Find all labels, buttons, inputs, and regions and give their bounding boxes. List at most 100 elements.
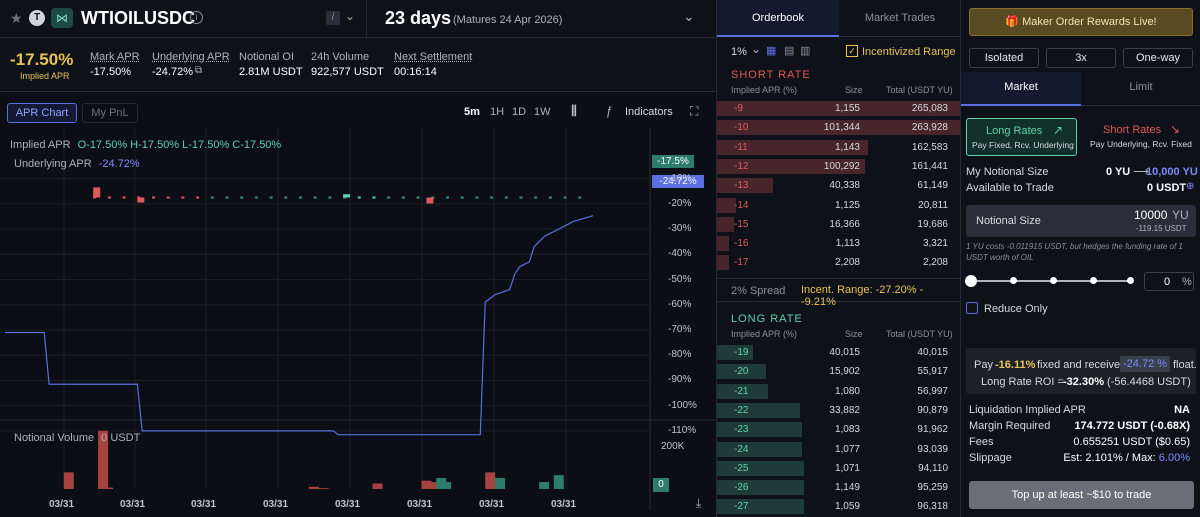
settlement-value: 00:16:14	[394, 66, 437, 78]
implied-apr-candle	[152, 196, 155, 199]
depth-bar	[717, 158, 866, 174]
implied-apr-candle	[426, 197, 434, 204]
deposit-icon[interactable]: ⊕	[1186, 181, 1195, 192]
slippage-max[interactable]: 6.00%	[1158, 452, 1190, 464]
long-order-row[interactable]: -19 40,015 40,015	[717, 344, 960, 361]
slider-step[interactable]	[1050, 277, 1057, 284]
long-order-row[interactable]: -24 1,077 93,039	[717, 441, 960, 458]
tab-market-trades[interactable]: Market Trades	[839, 0, 961, 37]
short-order-row[interactable]: -17 2,208 2,208	[717, 254, 960, 271]
reduce-only-checkbox[interactable]	[966, 302, 978, 314]
position-mode-button[interactable]: One-way	[1123, 48, 1193, 68]
long-order-row[interactable]: -25 1,071 94,110	[717, 460, 960, 477]
trend-up-icon: ↗	[1053, 123, 1064, 137]
available-label: Available to Trade	[966, 182, 1054, 194]
long-rate-title: LONG RATE	[731, 313, 803, 325]
tab-orderbook[interactable]: Orderbook	[717, 0, 839, 37]
slider-step[interactable]	[1010, 277, 1017, 284]
ohlc-values: O-17.50% H-17.50% L-17.50% C-17.50%	[77, 139, 282, 151]
short-order-row[interactable]: -12 100,292 161,441	[717, 158, 960, 175]
short-order-row[interactable]: -16 1,113 3,321	[717, 235, 960, 252]
short-row-price: -15	[734, 218, 749, 230]
y-tick-label: -80%	[668, 349, 692, 361]
apr-chart-canvas[interactable]	[0, 128, 715, 510]
col-size: Size	[845, 85, 863, 95]
long-row-total: 91,962	[917, 424, 948, 436]
x-tick-label: 03/31	[120, 499, 146, 510]
short-order-row[interactable]: -9 1,155 265,083	[717, 100, 960, 117]
short-order-row[interactable]: -11 1,143 162,583	[717, 139, 960, 156]
market-symbol[interactable]: WTIOILUSDC	[81, 8, 195, 28]
fullscreen-icon[interactable]: ⛶	[690, 104, 699, 118]
depth-bar	[717, 216, 734, 232]
depth-bar	[717, 197, 737, 213]
short-order-row[interactable]: -13 40,338 61,149	[717, 177, 960, 194]
long-order-row[interactable]: -21 1,080 56,997	[717, 383, 960, 400]
interval-1d[interactable]: 1D	[512, 106, 527, 118]
tab-my-pnl[interactable]: My PnL	[82, 103, 138, 123]
star-icon[interactable]: ★	[10, 10, 23, 26]
short-row-size: 1,113	[835, 238, 860, 250]
long-order-row[interactable]: -27 1,059 96,318	[717, 498, 960, 515]
tab-apr-chart[interactable]: APR Chart	[7, 103, 77, 123]
short-order-row[interactable]: -10 101,344 263,928	[717, 119, 960, 136]
long-rates-button[interactable]: Long Rates ↗ Pay Fixed, Rcv. Underlying	[966, 118, 1077, 156]
long-rates-sub: Pay Fixed, Rcv. Underlying	[972, 140, 1074, 150]
size-slider-thumb[interactable]	[965, 275, 977, 287]
y-tick-label: -90%	[668, 374, 692, 386]
tether-logo-icon: T	[29, 10, 45, 26]
long-order-row[interactable]: -22 33,882 90,879	[717, 402, 960, 419]
top-up-button[interactable]: Top up at least ~$10 to trade	[969, 481, 1194, 509]
layout-buy-icon[interactable]: ▥	[800, 45, 811, 57]
pay-value: -16.11%	[995, 359, 1036, 371]
implied-apr-candle	[137, 197, 145, 203]
implied-apr-candle	[563, 196, 567, 199]
receive-value: -24.72 %	[1120, 356, 1171, 372]
rewards-banner[interactable]: 🎁 Maker Order Rewards Live!	[969, 8, 1193, 36]
layout-sell-icon[interactable]: ▤	[784, 45, 795, 57]
download-icon[interactable]: ⤓	[696, 496, 702, 510]
y-tick-label: -10%	[668, 172, 692, 184]
precision-select[interactable]: 1%	[731, 46, 747, 58]
margin-mode-button[interactable]: Isolated	[969, 48, 1039, 68]
long-order-row[interactable]: -26 1,149 95,259	[717, 479, 960, 496]
indicators-icon[interactable]: ƒ	[606, 104, 613, 118]
notional-from: 0 YU	[1106, 166, 1131, 178]
short-order-row[interactable]: -15 16,366 19,686	[717, 216, 960, 233]
info-icon[interactable]: i	[190, 11, 203, 24]
candlestick-icon[interactable]: ⫼	[571, 103, 577, 118]
interval-1w[interactable]: 1W	[534, 106, 551, 118]
implied-apr-label: Implied APR	[20, 71, 70, 81]
slider-step[interactable]	[1127, 277, 1134, 284]
interval-1h[interactable]: 1H	[490, 106, 505, 118]
short-rates-title: Short Rates	[1103, 124, 1162, 136]
indicators-button[interactable]: Indicators	[625, 106, 673, 118]
leverage-button[interactable]: 3x	[1046, 48, 1116, 68]
maturity-selector[interactable]: 23 days (Matures 24 Apr 2026) ⌄	[367, 0, 715, 38]
chevron-down-icon[interactable]: ⌄	[345, 9, 356, 23]
slider-percent-input[interactable]: 0 %	[1144, 272, 1194, 291]
short-order-row[interactable]: -14 1,125 20,811	[717, 197, 960, 214]
incentivized-checkbox[interactable]: ✓	[846, 45, 858, 57]
chevron-down-icon[interactable]: ⌄	[751, 42, 762, 56]
notional-size-input[interactable]: Notional Size 10000 YU -119.15 USDT	[966, 205, 1196, 237]
y-tick-label: -40%	[668, 248, 692, 260]
long-row-price: -25	[734, 462, 749, 474]
tab-market[interactable]: Market	[961, 72, 1081, 106]
layout-both-icon[interactable]: ▦	[766, 45, 777, 57]
implied-apr-value: -17.50%	[10, 50, 74, 69]
long-order-row[interactable]: -20 15,902 55,917	[717, 363, 960, 380]
notional-input-value[interactable]: 10000	[1134, 208, 1168, 222]
pair-switch-button[interactable]: /	[326, 11, 340, 25]
volume-legend-label: Notional Volume	[14, 432, 95, 444]
external-link-icon[interactable]: ⧉	[195, 65, 203, 76]
chevron-down-icon[interactable]: ⌄	[683, 8, 695, 24]
long-order-row[interactable]: -23 1,083 91,962	[717, 421, 960, 438]
tab-limit[interactable]: Limit	[1081, 72, 1200, 106]
col-apr: Implied APR (%)	[731, 85, 798, 95]
implied-apr-candle	[357, 196, 361, 199]
short-rates-button[interactable]: Short Rates ↘ Pay Underlying, Rcv. Fixed	[1085, 118, 1196, 156]
slider-step[interactable]	[1090, 277, 1097, 284]
interval-5m[interactable]: 5m	[464, 106, 480, 118]
short-row-total: 61,149	[917, 180, 948, 192]
